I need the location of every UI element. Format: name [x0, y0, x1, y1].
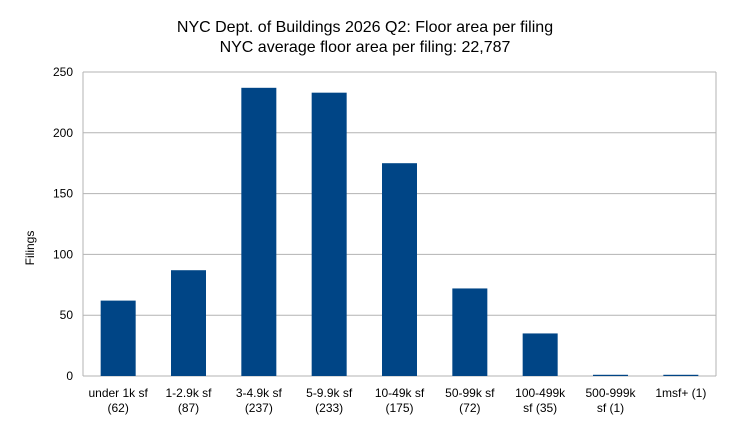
x-tick-label: (72) [459, 401, 480, 415]
bar [171, 270, 206, 376]
bar [311, 92, 347, 376]
x-tick-label: sf (1) [597, 401, 624, 415]
bar [663, 374, 699, 376]
x-tick-label: 500-999k [585, 386, 636, 400]
y-tick-label: 100 [53, 247, 73, 261]
chart-title: NYC Dept. of Buildings 2026 Q2: Floor ar… [176, 19, 554, 36]
bar [100, 300, 136, 376]
y-tick-label: 50 [60, 308, 74, 322]
bar [241, 87, 277, 377]
x-tick-label: (62) [107, 401, 128, 415]
x-tick-label: 50-99k sf [445, 386, 495, 400]
y-tick-label: 150 [53, 187, 73, 201]
x-tick-label: 1-2.9k sf [165, 386, 212, 400]
bars [100, 87, 699, 377]
bar [522, 333, 558, 376]
x-tick-labels: under 1k sf(62)1-2.9k sf(87)3-4.9k sf(23… [88, 386, 706, 415]
x-tick-label: (87) [178, 401, 199, 415]
y-tick-label: 0 [66, 369, 73, 383]
x-tick-label: 3-4.9k sf [236, 386, 283, 400]
y-tick-label: 200 [53, 126, 73, 140]
bar [382, 163, 417, 376]
x-tick-label: 10-49k sf [375, 386, 425, 400]
y-tick-label: 250 [53, 65, 73, 79]
x-tick-label: 100-499k [515, 386, 566, 400]
x-tick-label: (175) [385, 401, 413, 415]
x-tick-label: (233) [315, 401, 343, 415]
y-tick-labels: 0 50 100 150 200 250 [53, 65, 73, 383]
y-axis-label: Filings [23, 231, 37, 266]
x-tick-label: under 1k sf [88, 386, 148, 400]
x-tick-label: sf (35) [523, 401, 557, 415]
bar [452, 288, 488, 376]
x-tick-label: 1msf+ (1) [655, 386, 706, 400]
chart-subtitle: NYC average floor area per filing: 22,78… [219, 39, 511, 56]
x-tick-label: 5-9.9k sf [306, 386, 353, 400]
x-tick-label: (237) [245, 401, 273, 415]
bar [593, 374, 628, 376]
